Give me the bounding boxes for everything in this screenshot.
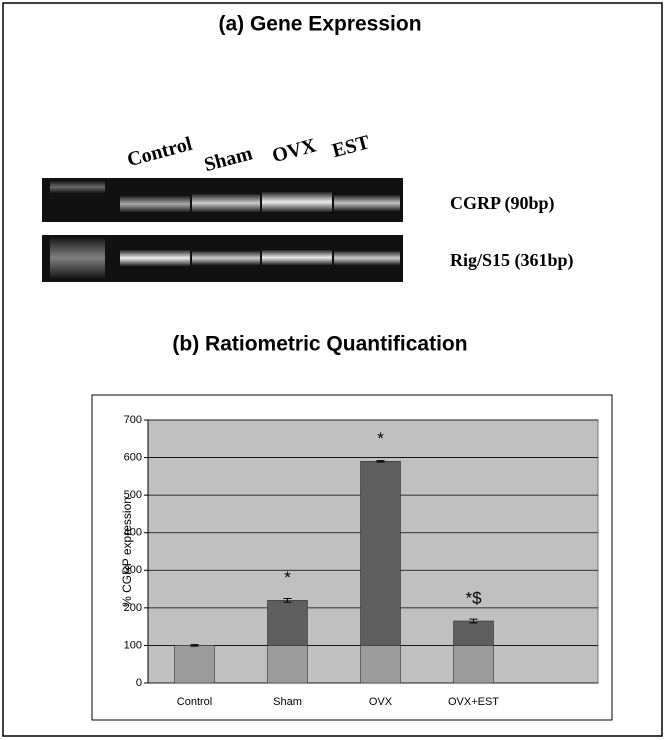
lane-label: Sham	[202, 142, 255, 176]
lane-label: Control	[125, 133, 195, 172]
y-tick-label: 500	[124, 489, 142, 501]
gel-image	[42, 178, 403, 282]
bar-segment	[360, 645, 401, 684]
bar-segment	[453, 620, 494, 646]
y-axis-label: % CGRP expression	[120, 497, 134, 607]
error-bar	[376, 460, 385, 463]
y-tick-label: 400	[124, 527, 142, 539]
y-tick-label: 200	[124, 602, 142, 614]
x-tick-label: Control	[177, 696, 212, 708]
bar-segment	[267, 600, 308, 646]
chart-title: (b) Ratiometric Quantification	[172, 333, 467, 356]
x-tick-label: Sham	[273, 696, 302, 708]
band-label: Rig/S15 (361bp)	[450, 250, 574, 271]
annotation: *	[284, 568, 291, 587]
annotation: *$	[465, 588, 482, 607]
x-tick-label: OVX	[369, 696, 393, 708]
bar-segment	[453, 645, 494, 684]
bar-segment	[174, 645, 215, 684]
annotation: *	[377, 429, 384, 448]
y-tick-label: 700	[124, 414, 142, 426]
bar-segment	[267, 645, 308, 684]
band-label: CGRP (90bp)	[450, 193, 555, 214]
bar-segment	[360, 461, 401, 646]
y-tick-label: 300	[124, 564, 142, 576]
y-tick-label: 100	[124, 639, 142, 651]
y-tick-label: 0	[136, 677, 142, 689]
panel-title: (a) Gene Expression	[218, 13, 421, 36]
error-bar	[283, 597, 292, 603]
lane-label: OVX	[270, 134, 319, 167]
error-bar	[469, 618, 478, 624]
x-tick-label: OVX+EST	[448, 696, 499, 708]
y-tick-label: 600	[124, 451, 142, 463]
lane-label: EST	[330, 131, 373, 162]
error-bar	[190, 644, 199, 647]
